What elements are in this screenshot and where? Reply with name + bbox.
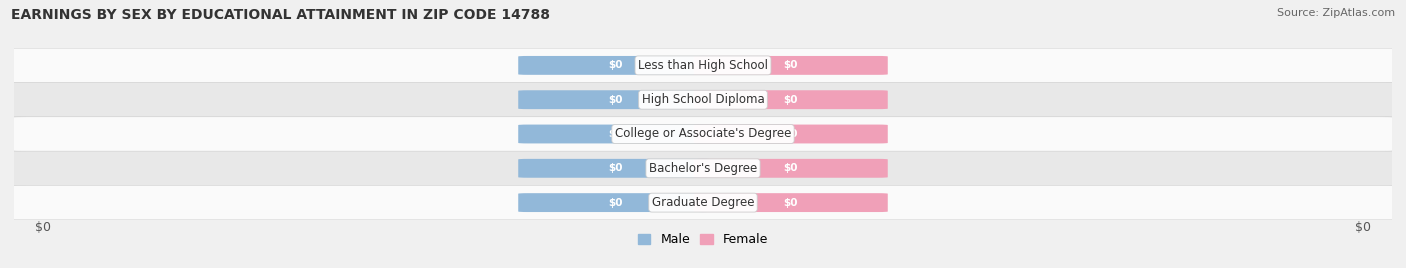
- Text: $0: $0: [783, 129, 799, 139]
- Text: $0: $0: [783, 198, 799, 208]
- Text: $0: $0: [607, 163, 623, 173]
- FancyBboxPatch shape: [693, 90, 887, 109]
- Text: $0: $0: [783, 95, 799, 105]
- Text: $0: $0: [35, 221, 51, 234]
- FancyBboxPatch shape: [519, 90, 713, 109]
- FancyBboxPatch shape: [3, 48, 1403, 83]
- Text: Source: ZipAtlas.com: Source: ZipAtlas.com: [1277, 8, 1395, 18]
- Text: EARNINGS BY SEX BY EDUCATIONAL ATTAINMENT IN ZIP CODE 14788: EARNINGS BY SEX BY EDUCATIONAL ATTAINMEN…: [11, 8, 550, 22]
- Text: $0: $0: [783, 60, 799, 70]
- Text: $0: $0: [607, 95, 623, 105]
- Text: $0: $0: [1355, 221, 1371, 234]
- FancyBboxPatch shape: [3, 151, 1403, 185]
- Text: $0: $0: [783, 163, 799, 173]
- Text: Graduate Degree: Graduate Degree: [652, 196, 754, 209]
- FancyBboxPatch shape: [693, 159, 887, 178]
- Text: Less than High School: Less than High School: [638, 59, 768, 72]
- FancyBboxPatch shape: [3, 83, 1403, 117]
- Legend: Male, Female: Male, Female: [633, 228, 773, 251]
- FancyBboxPatch shape: [519, 193, 713, 212]
- Text: High School Diploma: High School Diploma: [641, 93, 765, 106]
- FancyBboxPatch shape: [693, 56, 887, 75]
- Text: $0: $0: [607, 129, 623, 139]
- FancyBboxPatch shape: [519, 125, 713, 143]
- FancyBboxPatch shape: [3, 117, 1403, 151]
- FancyBboxPatch shape: [519, 56, 713, 75]
- FancyBboxPatch shape: [693, 193, 887, 212]
- Text: $0: $0: [607, 60, 623, 70]
- Text: Bachelor's Degree: Bachelor's Degree: [650, 162, 756, 175]
- FancyBboxPatch shape: [3, 185, 1403, 220]
- Text: $0: $0: [607, 198, 623, 208]
- FancyBboxPatch shape: [693, 125, 887, 143]
- FancyBboxPatch shape: [519, 159, 713, 178]
- Text: College or Associate's Degree: College or Associate's Degree: [614, 128, 792, 140]
